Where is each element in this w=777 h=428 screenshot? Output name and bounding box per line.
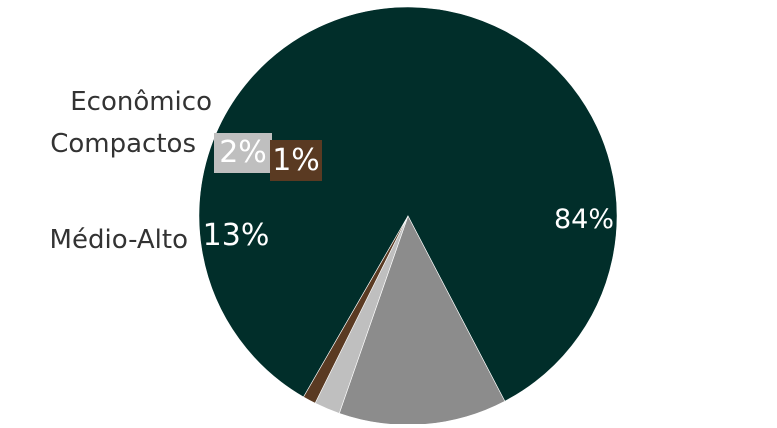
pie-labels: 84% Luxo/Alto 13% Médio-Alto 2% Compactos 1% Ec… <box>50 87 749 255</box>
pie-slice-econ-mico <box>303 215 409 404</box>
category-label-econ-mico: Econômico <box>70 87 212 117</box>
category-label-m-dio-alto: Médio-Alto <box>50 225 188 255</box>
category-label-luxo-alto: Luxo/Alto <box>628 203 749 233</box>
pct-label-econ-mico: 1% <box>272 143 320 178</box>
pct-label-luxo-alto: 84% <box>554 204 614 235</box>
pct-label-box-econ-mico <box>270 140 322 181</box>
pct-label-box-compactos <box>214 133 272 173</box>
pct-label-m-dio-alto: 13% <box>203 218 270 253</box>
pct-label-compactos: 2% <box>219 135 267 170</box>
pie-slices <box>198 6 618 426</box>
pie-slice-luxo-alto <box>198 6 618 402</box>
category-label-compactos: Compactos <box>50 129 196 159</box>
